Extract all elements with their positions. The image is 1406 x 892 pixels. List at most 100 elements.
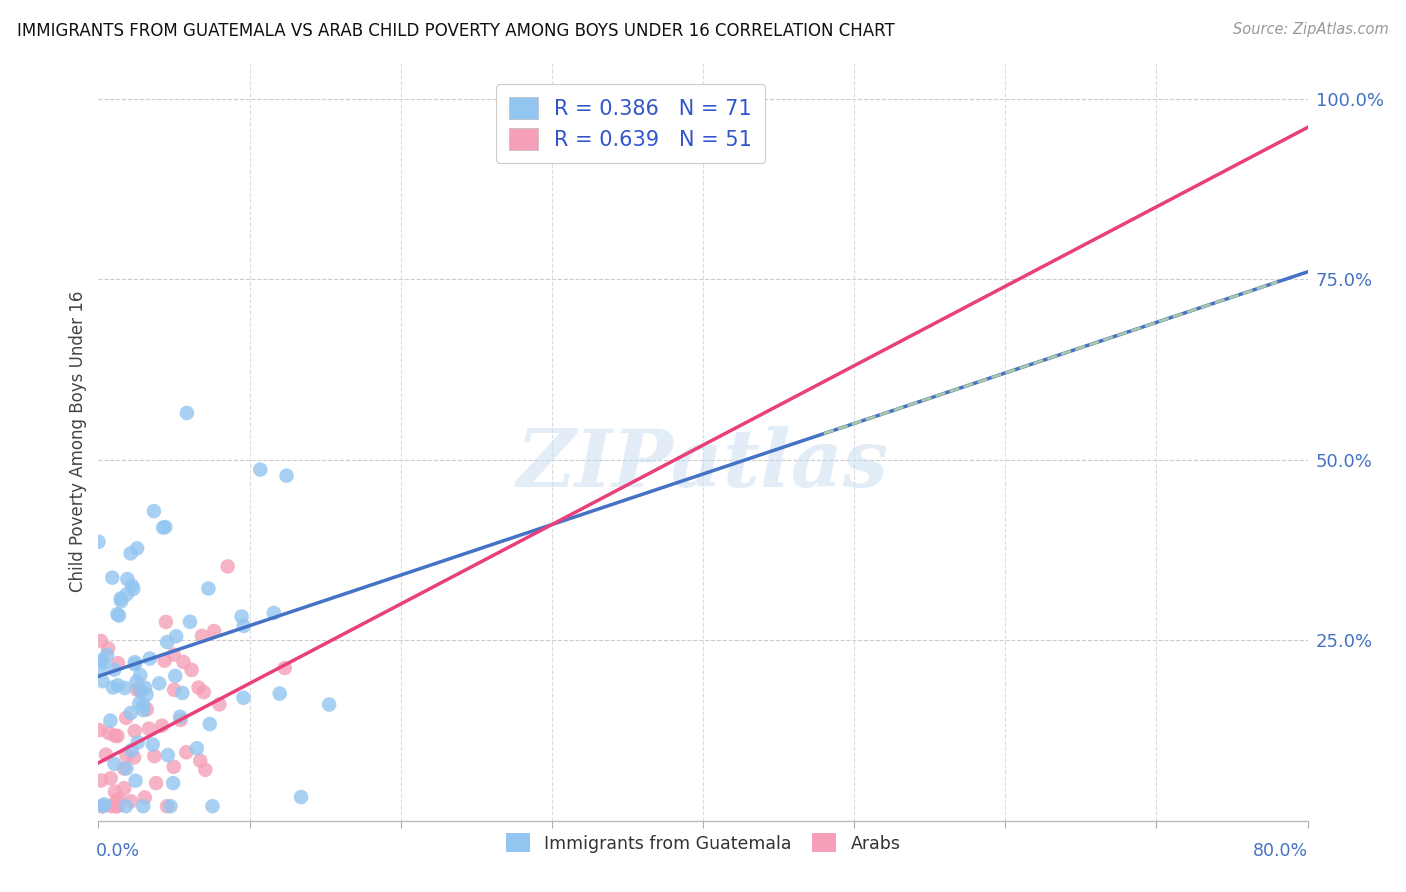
Point <box>124 773 146 788</box>
Point <box>163 648 186 662</box>
Point <box>112 762 135 776</box>
Point <box>107 678 129 692</box>
Point <box>176 745 198 759</box>
Point <box>197 582 219 596</box>
Point <box>124 657 146 672</box>
Point <box>152 520 174 534</box>
Point <box>91 799 114 814</box>
Point <box>169 713 191 727</box>
Point <box>104 757 127 772</box>
Point <box>156 799 179 814</box>
Point <box>104 784 127 798</box>
Point <box>100 714 122 728</box>
Point <box>156 635 179 649</box>
Point <box>115 711 138 725</box>
Point <box>143 749 166 764</box>
Text: IMMIGRANTS FROM GUATEMALA VS ARAB CHILD POVERTY AMONG BOYS UNDER 16 CORRELATION : IMMIGRANTS FROM GUATEMALA VS ARAB CHILD … <box>17 22 894 40</box>
Point <box>201 799 224 814</box>
Point <box>187 681 209 695</box>
Point <box>103 663 125 677</box>
Point <box>120 546 142 560</box>
Point <box>89 662 111 676</box>
Point <box>274 661 297 675</box>
Point <box>105 799 128 814</box>
Point <box>128 696 150 710</box>
Point <box>155 615 177 629</box>
Point <box>193 685 215 699</box>
Point <box>105 799 128 814</box>
Point <box>125 682 148 697</box>
Point <box>121 579 143 593</box>
Point <box>115 761 138 775</box>
Point <box>136 702 159 716</box>
Point <box>115 587 138 601</box>
Point <box>191 629 214 643</box>
Point <box>155 520 177 534</box>
Point <box>156 748 179 763</box>
Point <box>91 674 114 689</box>
Point <box>90 773 112 788</box>
Point <box>162 776 184 790</box>
Point <box>169 710 191 724</box>
Point <box>134 790 156 805</box>
Point <box>208 698 231 712</box>
Point <box>217 559 239 574</box>
Point <box>179 615 201 629</box>
Text: Source: ZipAtlas.com: Source: ZipAtlas.com <box>1233 22 1389 37</box>
Point <box>90 634 112 648</box>
Point <box>165 669 187 683</box>
Point <box>186 741 208 756</box>
Y-axis label: Child Poverty Among Boys Under 16: Child Poverty Among Boys Under 16 <box>69 291 87 592</box>
Point <box>132 698 155 712</box>
Point <box>127 735 149 749</box>
Point <box>107 729 129 743</box>
Point <box>173 655 195 669</box>
Point <box>231 609 253 624</box>
Point <box>108 792 131 806</box>
Point <box>172 686 194 700</box>
Point <box>89 723 111 737</box>
Point <box>125 674 148 689</box>
Legend: Immigrants from Guatemala, Arabs: Immigrants from Guatemala, Arabs <box>496 824 910 862</box>
Point <box>290 790 312 805</box>
Point <box>176 406 198 420</box>
Point <box>194 763 217 777</box>
Point <box>153 654 176 668</box>
Point <box>112 781 135 796</box>
Point <box>139 651 162 665</box>
Point <box>105 793 128 807</box>
Point <box>108 608 131 623</box>
Point <box>97 726 120 740</box>
Point <box>122 750 145 764</box>
Point <box>263 606 285 620</box>
Point <box>132 799 155 814</box>
Point <box>232 690 254 705</box>
Point <box>105 607 128 622</box>
Point <box>124 724 146 739</box>
Text: 0.0%: 0.0% <box>96 842 139 860</box>
Point <box>93 797 115 812</box>
Point <box>100 799 122 814</box>
Point <box>129 684 152 698</box>
Point <box>91 799 114 814</box>
Point <box>129 668 152 682</box>
Point <box>135 688 157 702</box>
Point <box>107 656 129 670</box>
Point <box>87 534 110 549</box>
Point <box>276 468 298 483</box>
Point <box>163 760 186 774</box>
Point <box>165 629 187 643</box>
Point <box>115 799 138 814</box>
Point <box>121 743 143 757</box>
Point <box>120 794 142 808</box>
Point <box>120 706 142 720</box>
Point <box>125 541 148 556</box>
Point <box>188 754 211 768</box>
Point <box>101 681 124 695</box>
Point <box>122 582 145 596</box>
Point <box>91 655 114 669</box>
Point <box>110 591 132 606</box>
Point <box>100 772 122 786</box>
Point <box>202 624 225 638</box>
Point <box>180 663 202 677</box>
